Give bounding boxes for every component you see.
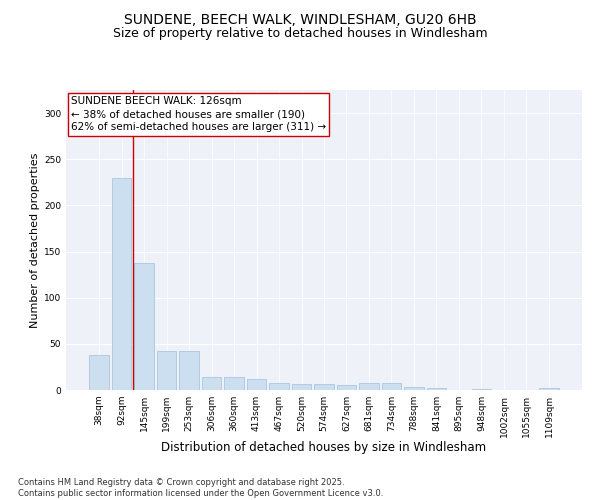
Text: SUNDENE BEECH WALK: 126sqm
← 38% of detached houses are smaller (190)
62% of sem: SUNDENE BEECH WALK: 126sqm ← 38% of deta… bbox=[71, 96, 326, 132]
Bar bbox=[202, 377, 221, 390]
Bar bbox=[404, 387, 424, 390]
Text: SUNDENE, BEECH WALK, WINDLESHAM, GU20 6HB: SUNDENE, BEECH WALK, WINDLESHAM, GU20 6H… bbox=[124, 12, 476, 26]
Bar bbox=[179, 351, 199, 390]
Bar bbox=[292, 384, 311, 390]
Bar bbox=[472, 389, 491, 390]
Bar bbox=[314, 384, 334, 390]
Text: Contains HM Land Registry data © Crown copyright and database right 2025.
Contai: Contains HM Land Registry data © Crown c… bbox=[18, 478, 383, 498]
Bar bbox=[359, 382, 379, 390]
Bar bbox=[157, 351, 176, 390]
Bar bbox=[247, 379, 266, 390]
Bar bbox=[134, 262, 154, 390]
Bar bbox=[89, 355, 109, 390]
Text: Size of property relative to detached houses in Windlesham: Size of property relative to detached ho… bbox=[113, 28, 487, 40]
Bar bbox=[382, 382, 401, 390]
Y-axis label: Number of detached properties: Number of detached properties bbox=[30, 152, 40, 328]
Bar bbox=[427, 388, 446, 390]
X-axis label: Distribution of detached houses by size in Windlesham: Distribution of detached houses by size … bbox=[161, 441, 487, 454]
Bar bbox=[224, 377, 244, 390]
Bar bbox=[337, 386, 356, 390]
Bar bbox=[112, 178, 131, 390]
Bar bbox=[269, 382, 289, 390]
Bar bbox=[539, 388, 559, 390]
